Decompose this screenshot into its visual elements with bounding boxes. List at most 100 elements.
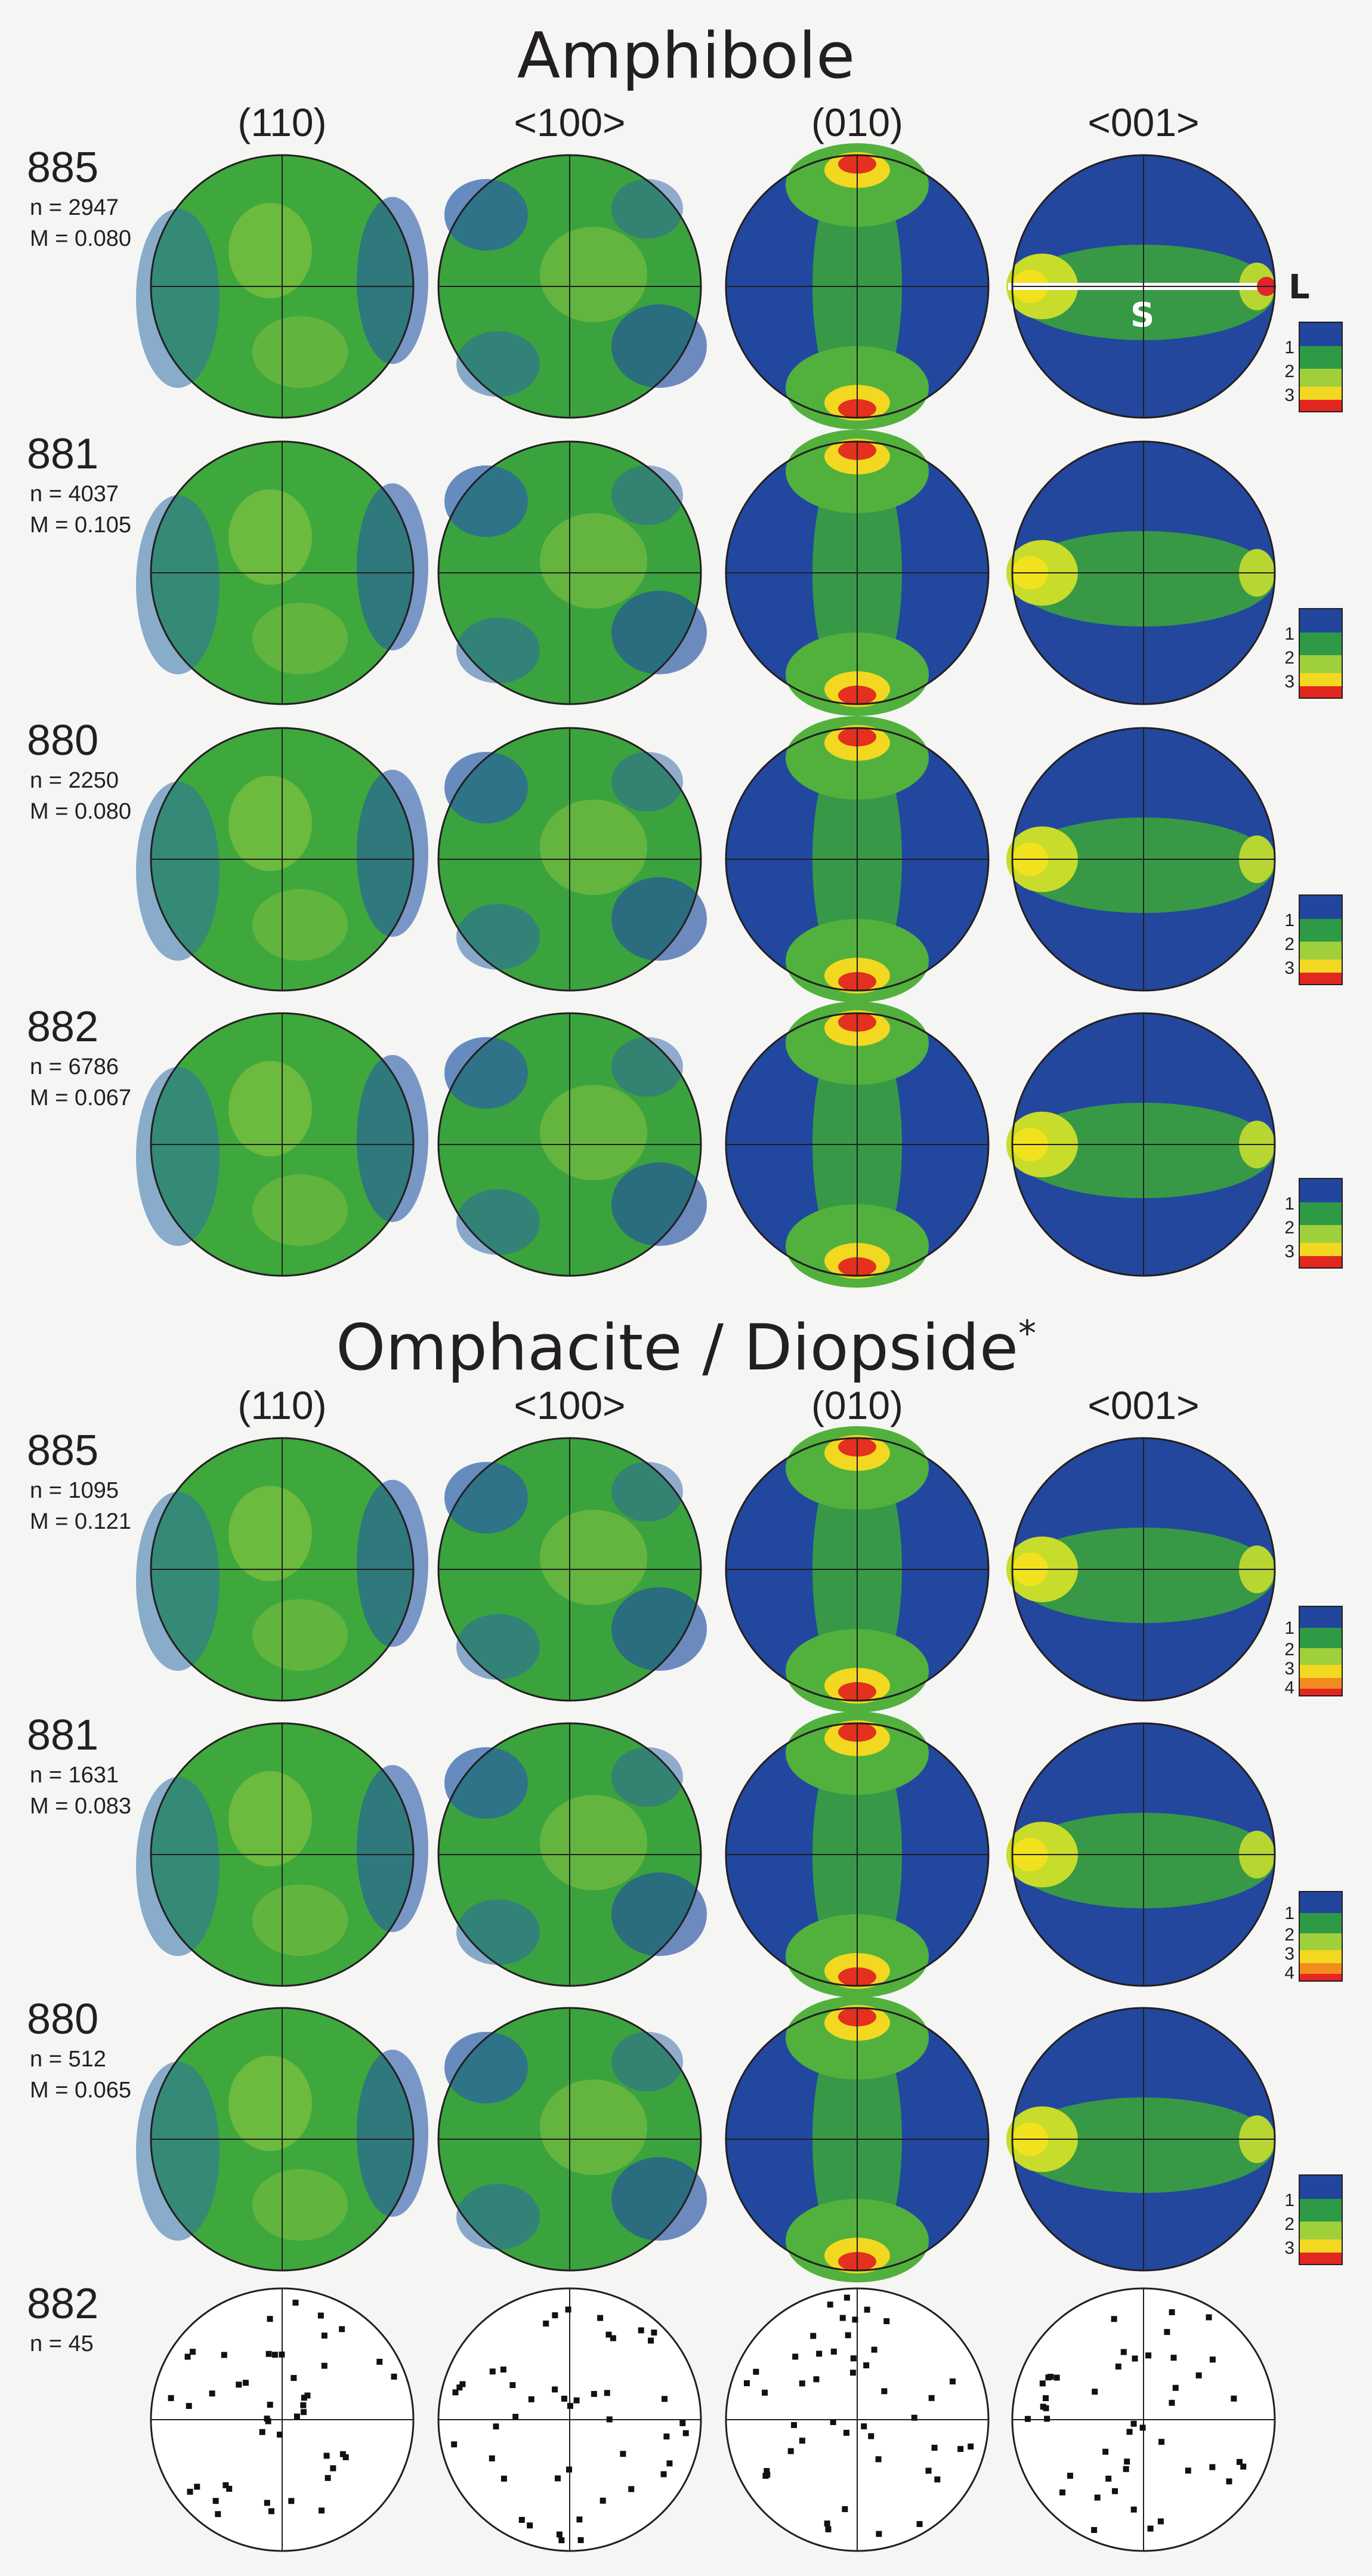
- pole-scatter: [150, 2287, 415, 2552]
- scale-tick: 3: [1284, 1944, 1294, 1964]
- sample-row: 881 n = 1631 M = 0.083 1 2 3 4: [27, 1711, 1343, 1998]
- pole-point: [277, 2432, 283, 2438]
- pole-point: [339, 2326, 345, 2333]
- sample-n: n = 512: [30, 2047, 106, 2072]
- density-scale: 1 2 3 4: [1284, 1891, 1343, 1983]
- density-scale: 1 2 3: [1284, 608, 1343, 699]
- pole-figure-frame: [150, 1437, 415, 1702]
- pole-point: [597, 2315, 604, 2321]
- pole-point: [949, 2378, 956, 2384]
- pole-point: [259, 2429, 265, 2435]
- scale-tick: 1: [1284, 1904, 1294, 1923]
- scale-tick: 1: [1284, 338, 1294, 357]
- pole-point: [792, 2353, 799, 2360]
- pole-point: [1094, 2494, 1101, 2501]
- pole-figure-frame: [437, 440, 702, 705]
- pole-point: [591, 2390, 597, 2397]
- primitive-circle: [1011, 1437, 1276, 1702]
- pole-figure-frame: [1011, 1437, 1276, 1702]
- pole-point: [816, 2350, 823, 2357]
- pole-point: [577, 2537, 584, 2543]
- pole-point: [267, 2316, 273, 2322]
- pole-point: [1044, 2415, 1050, 2422]
- pole-point: [849, 2370, 856, 2376]
- pole-point: [1158, 2439, 1165, 2445]
- foliation-label: S: [1130, 296, 1154, 335]
- pole-point: [868, 2433, 875, 2439]
- sample-id: 882: [27, 1003, 98, 1051]
- pole-point: [1126, 2429, 1133, 2435]
- primitive-circle: [150, 440, 415, 705]
- pole-point: [279, 2351, 285, 2358]
- primitive-circle: [150, 1437, 415, 1702]
- sample-m: M = 0.067: [30, 1085, 131, 1110]
- pole-point: [1039, 2380, 1046, 2387]
- sample-m: M = 0.121: [30, 1509, 131, 1534]
- scale-tick: 3: [1284, 2238, 1294, 2258]
- pole-scatter: [725, 2287, 990, 2552]
- sample-n: n = 2250: [30, 768, 119, 793]
- pole-point: [1102, 2448, 1109, 2455]
- primitive-circle: [437, 1722, 702, 1987]
- scale-tick: 3: [1284, 1659, 1294, 1679]
- pole-point: [339, 2451, 346, 2457]
- amphibole-section: Amphibole (110) <100> (010) <001> 885 n …: [27, 19, 1343, 1288]
- sample-m: M = 0.080: [30, 226, 131, 251]
- pole-point: [1111, 2316, 1117, 2322]
- sample-n: n = 1631: [30, 1763, 119, 1788]
- primitive-circle: [150, 154, 415, 419]
- pole-point: [319, 2507, 325, 2514]
- pole-figure-frame: [150, 154, 415, 419]
- sample-id: 885: [27, 144, 98, 192]
- density-scale: 1 2 3: [1284, 1178, 1343, 1269]
- column-label: <100>: [514, 1383, 625, 1427]
- pole-point: [223, 2482, 229, 2488]
- pole-point: [268, 2508, 274, 2515]
- pole-point: [194, 2484, 200, 2490]
- primitive-circle: [437, 440, 702, 705]
- pole-point: [1169, 2399, 1175, 2406]
- scale-tick: 3: [1284, 958, 1294, 978]
- pole-point: [911, 2414, 917, 2421]
- pole-figure-frame: [725, 727, 990, 992]
- pole-point: [620, 2451, 626, 2457]
- pole-point: [606, 2416, 613, 2423]
- primitive-circle: [725, 2007, 990, 2272]
- primitive-circle: [437, 727, 702, 992]
- pole-point: [301, 2395, 307, 2401]
- column-label: (110): [237, 100, 326, 144]
- density-scale: 1 2 3: [1284, 322, 1343, 412]
- pole-figure-frame: [1011, 1012, 1276, 1277]
- pole-point: [1147, 2525, 1154, 2532]
- pole-point: [764, 2472, 771, 2478]
- pole-point: [1132, 2355, 1138, 2362]
- pole-figure-frame: [150, 2007, 415, 2272]
- pole-point: [1130, 2506, 1137, 2513]
- primitive-circle: [1011, 727, 1276, 992]
- pole-point: [839, 2315, 846, 2321]
- pole-point: [610, 2335, 616, 2341]
- scale-tick: 1: [1284, 624, 1294, 644]
- pole-point: [226, 2485, 233, 2492]
- primitive-circle: [150, 2007, 415, 2272]
- section-title: Amphibole: [517, 19, 855, 92]
- column-label: <001>: [1087, 100, 1199, 144]
- scale-tick: 3: [1284, 1242, 1294, 1261]
- pole-point: [648, 2337, 654, 2344]
- primitive-circle: [1011, 1012, 1276, 1277]
- pole-point: [876, 2531, 882, 2537]
- sample-row: 882 n = 45: [27, 2280, 1276, 2552]
- sample-id: 880: [27, 717, 98, 764]
- pole-point: [883, 2318, 890, 2324]
- pole-point: [1067, 2472, 1073, 2479]
- pole-point: [325, 2475, 331, 2481]
- sample-row: 882 n = 6786 M = 0.067 1 2 3: [27, 1001, 1343, 1288]
- pole-figure-frame: [725, 1012, 990, 1277]
- pole-point: [845, 2332, 851, 2339]
- pole-point: [1164, 2329, 1170, 2336]
- pole-point: [1045, 2374, 1052, 2381]
- pole-point: [342, 2454, 349, 2460]
- pole-point: [663, 2433, 670, 2440]
- scale-tick: 1: [1284, 911, 1294, 930]
- pole-figure-frame: [437, 1722, 702, 1987]
